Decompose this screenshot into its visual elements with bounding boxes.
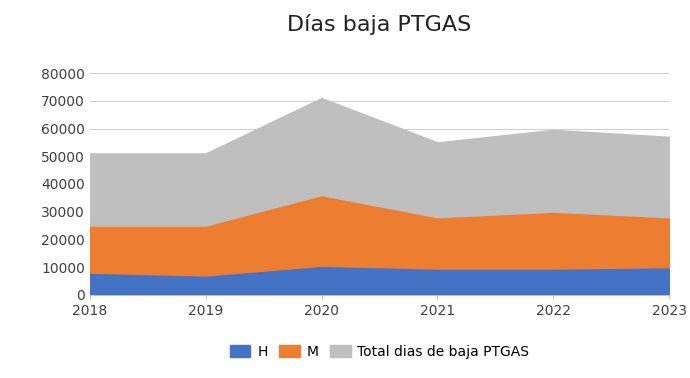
Title: Días baja PTGAS: Días baja PTGAS	[287, 14, 472, 36]
Legend: H, M, Total dias de baja PTGAS: H, M, Total dias de baja PTGAS	[224, 339, 535, 364]
